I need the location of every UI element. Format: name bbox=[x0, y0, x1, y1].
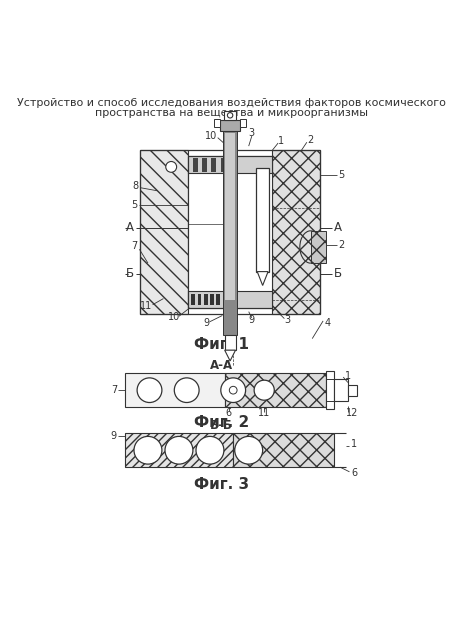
Bar bbox=[197, 294, 201, 305]
Text: Б-Б: Б-Б bbox=[210, 419, 233, 432]
Bar bbox=[272, 150, 319, 314]
Bar bbox=[202, 157, 207, 172]
Bar bbox=[347, 385, 356, 396]
Bar bbox=[193, 157, 197, 172]
Bar bbox=[216, 294, 220, 305]
Bar bbox=[326, 371, 333, 410]
Bar bbox=[124, 433, 233, 467]
Text: Б: Б bbox=[333, 268, 341, 280]
Bar bbox=[310, 231, 326, 263]
Circle shape bbox=[253, 380, 274, 400]
Text: 9: 9 bbox=[203, 318, 209, 328]
Text: 1: 1 bbox=[344, 371, 350, 381]
Circle shape bbox=[220, 378, 245, 403]
Bar bbox=[140, 150, 188, 314]
Text: 11: 11 bbox=[139, 301, 152, 311]
Circle shape bbox=[174, 378, 198, 403]
Text: 1: 1 bbox=[350, 439, 356, 449]
Text: Фиг. 3: Фиг. 3 bbox=[193, 477, 249, 492]
Polygon shape bbox=[224, 350, 235, 361]
Circle shape bbox=[133, 436, 161, 464]
Polygon shape bbox=[257, 271, 267, 285]
Text: А: А bbox=[126, 221, 134, 234]
Bar bbox=[239, 119, 246, 127]
Bar bbox=[256, 168, 268, 271]
Text: 6: 6 bbox=[350, 468, 356, 478]
Circle shape bbox=[137, 378, 161, 403]
Text: 6: 6 bbox=[225, 408, 231, 417]
Bar bbox=[203, 294, 207, 305]
Text: Б: Б bbox=[126, 268, 134, 280]
Text: Фиг. 2: Фиг. 2 bbox=[193, 415, 249, 430]
Circle shape bbox=[229, 387, 237, 394]
Circle shape bbox=[227, 113, 232, 118]
Text: пространства на вещества и микроорганизмы: пространства на вещества и микроорганизм… bbox=[95, 108, 367, 118]
Text: 5: 5 bbox=[338, 170, 344, 180]
Text: 4: 4 bbox=[324, 318, 330, 328]
Bar bbox=[224, 335, 235, 350]
Circle shape bbox=[165, 436, 193, 464]
Bar bbox=[188, 156, 272, 173]
Text: 10: 10 bbox=[204, 131, 216, 141]
Bar bbox=[233, 433, 333, 467]
Text: А-А: А-А bbox=[210, 359, 233, 372]
Circle shape bbox=[166, 161, 176, 172]
Text: 11: 11 bbox=[258, 408, 270, 419]
Text: 7: 7 bbox=[131, 241, 137, 251]
Bar bbox=[213, 119, 220, 127]
Text: 1: 1 bbox=[277, 136, 284, 146]
Bar bbox=[333, 380, 347, 401]
Text: 9: 9 bbox=[110, 431, 117, 440]
Bar bbox=[225, 133, 234, 300]
Bar bbox=[220, 157, 225, 172]
Bar bbox=[209, 294, 213, 305]
Circle shape bbox=[234, 436, 262, 464]
Text: 12: 12 bbox=[345, 408, 358, 419]
Bar bbox=[188, 156, 272, 308]
Text: 7: 7 bbox=[110, 385, 117, 395]
Bar bbox=[211, 157, 216, 172]
Text: 9: 9 bbox=[248, 315, 254, 325]
Text: 8: 8 bbox=[132, 181, 138, 191]
Text: 10: 10 bbox=[168, 312, 180, 322]
Text: 3: 3 bbox=[284, 315, 290, 325]
Bar bbox=[225, 373, 326, 407]
Bar bbox=[223, 111, 236, 120]
Text: 2: 2 bbox=[338, 239, 344, 250]
Circle shape bbox=[196, 436, 223, 464]
Bar bbox=[223, 129, 237, 335]
Text: Фиг. 1: Фиг. 1 bbox=[193, 337, 249, 352]
Text: 2: 2 bbox=[307, 135, 313, 145]
Text: 5: 5 bbox=[131, 200, 137, 211]
Text: А: А bbox=[333, 221, 341, 234]
Bar bbox=[220, 120, 239, 131]
Text: 3: 3 bbox=[248, 128, 254, 138]
Bar bbox=[124, 373, 225, 407]
Text: Устройство и способ исследования воздействия факторов космического: Устройство и способ исследования воздейс… bbox=[17, 98, 445, 108]
Bar bbox=[191, 294, 195, 305]
Bar bbox=[188, 291, 272, 308]
